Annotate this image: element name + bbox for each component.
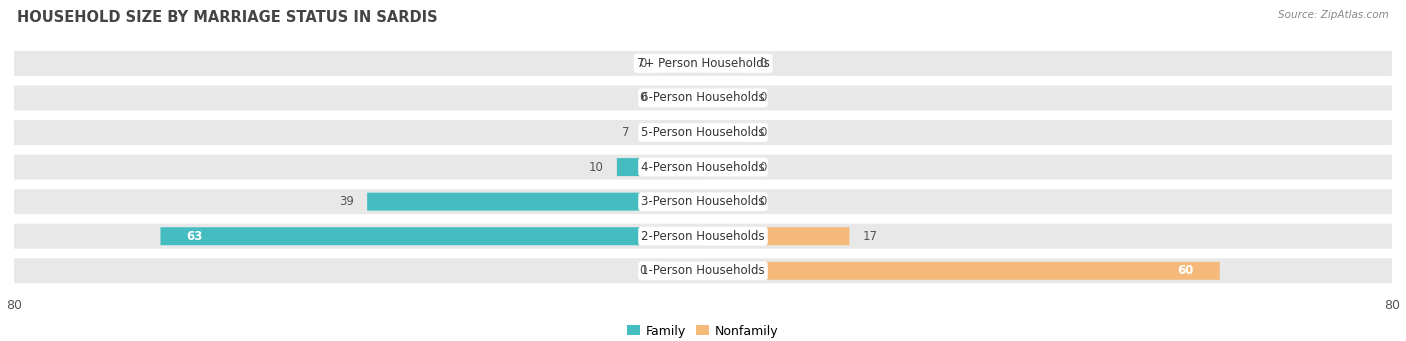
FancyBboxPatch shape bbox=[14, 189, 1392, 214]
Text: 3-Person Households: 3-Person Households bbox=[641, 195, 765, 208]
FancyBboxPatch shape bbox=[367, 193, 703, 211]
FancyBboxPatch shape bbox=[703, 227, 849, 245]
Text: 0: 0 bbox=[640, 91, 647, 104]
Text: 60: 60 bbox=[1177, 264, 1194, 277]
FancyBboxPatch shape bbox=[14, 86, 1392, 110]
Text: 2-Person Households: 2-Person Households bbox=[641, 230, 765, 243]
FancyBboxPatch shape bbox=[643, 123, 703, 142]
FancyBboxPatch shape bbox=[14, 120, 1392, 145]
FancyBboxPatch shape bbox=[14, 258, 1392, 283]
Legend: Family, Nonfamily: Family, Nonfamily bbox=[623, 320, 783, 341]
FancyBboxPatch shape bbox=[14, 155, 1392, 179]
FancyBboxPatch shape bbox=[703, 89, 747, 107]
Text: 4-Person Households: 4-Person Households bbox=[641, 161, 765, 174]
FancyBboxPatch shape bbox=[617, 158, 703, 176]
FancyBboxPatch shape bbox=[659, 262, 703, 280]
Text: 5-Person Households: 5-Person Households bbox=[641, 126, 765, 139]
Text: 0: 0 bbox=[759, 126, 766, 139]
FancyBboxPatch shape bbox=[703, 123, 747, 142]
FancyBboxPatch shape bbox=[659, 55, 703, 72]
Text: 6-Person Households: 6-Person Households bbox=[641, 91, 765, 104]
Text: 39: 39 bbox=[339, 195, 354, 208]
Text: HOUSEHOLD SIZE BY MARRIAGE STATUS IN SARDIS: HOUSEHOLD SIZE BY MARRIAGE STATUS IN SAR… bbox=[17, 10, 437, 25]
FancyBboxPatch shape bbox=[703, 55, 747, 72]
Text: 0: 0 bbox=[759, 91, 766, 104]
FancyBboxPatch shape bbox=[14, 51, 1392, 76]
Text: 7+ Person Households: 7+ Person Households bbox=[637, 57, 769, 70]
Text: 0: 0 bbox=[759, 57, 766, 70]
FancyBboxPatch shape bbox=[703, 158, 747, 176]
Text: 7: 7 bbox=[623, 126, 630, 139]
FancyBboxPatch shape bbox=[703, 193, 747, 211]
Text: 63: 63 bbox=[186, 230, 202, 243]
Text: 0: 0 bbox=[640, 264, 647, 277]
Text: Source: ZipAtlas.com: Source: ZipAtlas.com bbox=[1278, 10, 1389, 20]
FancyBboxPatch shape bbox=[14, 224, 1392, 249]
Text: 1-Person Households: 1-Person Households bbox=[641, 264, 765, 277]
Text: 0: 0 bbox=[759, 195, 766, 208]
FancyBboxPatch shape bbox=[160, 227, 703, 245]
Text: 17: 17 bbox=[862, 230, 877, 243]
Text: 0: 0 bbox=[759, 161, 766, 174]
Text: 0: 0 bbox=[640, 57, 647, 70]
FancyBboxPatch shape bbox=[659, 89, 703, 107]
Text: 10: 10 bbox=[589, 161, 605, 174]
FancyBboxPatch shape bbox=[703, 262, 1219, 280]
